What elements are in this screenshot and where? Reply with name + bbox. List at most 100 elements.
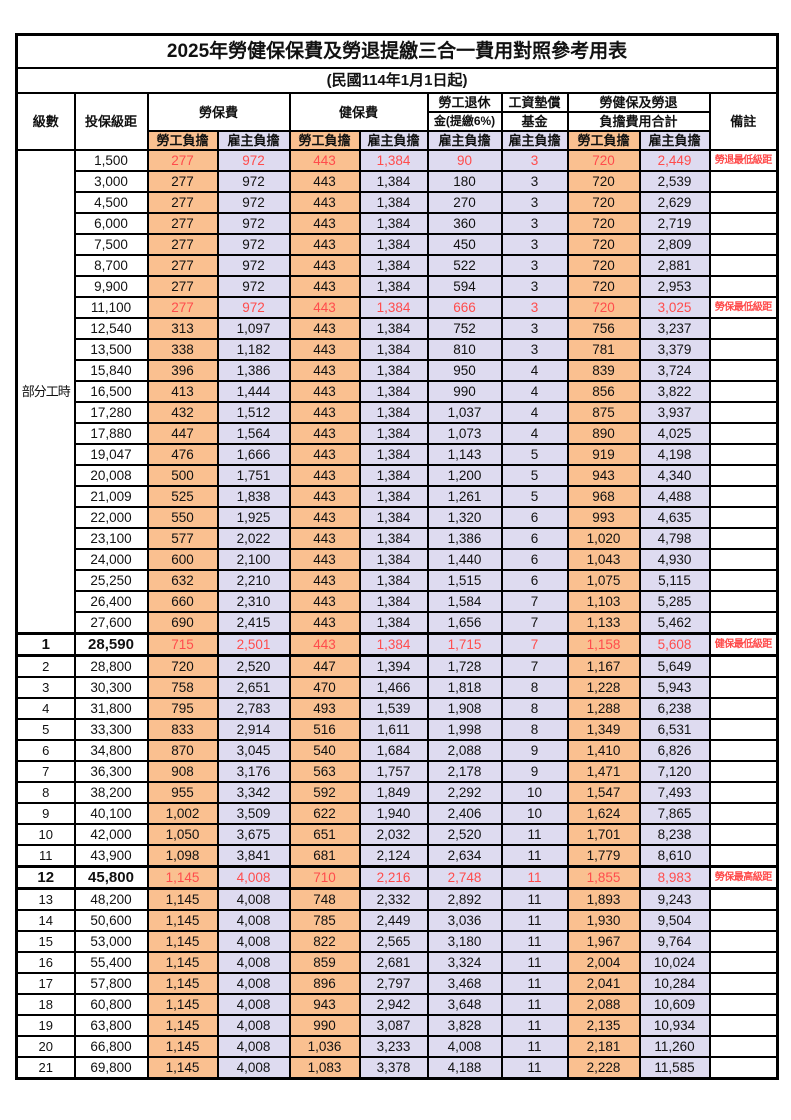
- cell-value: 443: [288, 317, 361, 340]
- cell-remark: [708, 548, 779, 571]
- cell-value: 10,934: [638, 1014, 711, 1037]
- cell-value: 5,462: [638, 611, 711, 635]
- cell-value: 870: [146, 739, 219, 762]
- cell-value: 908: [146, 760, 219, 783]
- cell-value: 2,634: [426, 844, 503, 868]
- subheader-total-employer: 雇主負擔: [638, 130, 711, 151]
- cell-value: 822: [288, 930, 361, 953]
- cell-value: 1,200: [426, 464, 503, 487]
- cell-value: 2,022: [216, 527, 291, 550]
- cell-level: 6: [15, 739, 76, 762]
- cell-value: 8,610: [638, 844, 711, 868]
- cell-value: 1,097: [216, 317, 291, 340]
- cell-value: 4,340: [638, 464, 711, 487]
- cell-value: 1,384: [358, 149, 429, 172]
- cell-value: 4,008: [426, 1035, 503, 1058]
- cell-value: 10,024: [638, 951, 711, 974]
- cell-value: 7: [500, 654, 569, 678]
- cell-value: 4: [500, 401, 569, 424]
- subheader-labor-employee: 勞工負擔: [146, 130, 219, 151]
- table-header: 2025年勞健保保費及勞退提繳三合一費用對照參考用表 (民國114年1月1日起)…: [15, 33, 779, 151]
- cell-level: 2: [15, 654, 76, 678]
- cell-value: 540: [288, 739, 361, 762]
- cell-value: 6: [500, 569, 569, 592]
- subheader-labor-employer: 雇主負擔: [216, 130, 291, 151]
- cell-remark: [708, 1035, 779, 1058]
- cell-value: 8,238: [638, 823, 711, 846]
- cell-bracket: 19,047: [73, 443, 149, 466]
- cell-value: 277: [146, 149, 219, 172]
- cell-value: 3: [500, 296, 569, 319]
- cell-value: 955: [146, 781, 219, 804]
- cell-bracket: 17,880: [73, 422, 149, 445]
- cell-value: 666: [426, 296, 503, 319]
- cell-value: 2,332: [358, 887, 429, 911]
- cell-value: 1,145: [146, 887, 219, 911]
- cell-value: 476: [146, 443, 219, 466]
- cell-value: 277: [146, 212, 219, 235]
- col-header-health-insurance: 健保費: [288, 92, 429, 132]
- cell-value: 1,384: [358, 464, 429, 487]
- cell-level: 4: [15, 697, 76, 720]
- cell-value: 11: [500, 1035, 569, 1058]
- cell-bracket: 33,300: [73, 718, 149, 741]
- cell-remark: [708, 760, 779, 783]
- cell-value: 443: [288, 443, 361, 466]
- cell-value: 1,908: [426, 697, 503, 720]
- table-row: 19,047 476 1,666 443 1,384 1,143 5 919 4,198: [17, 443, 779, 466]
- cell-value: 10,609: [638, 993, 711, 1016]
- table-row: 10 42,000 1,050 3,675 651 2,032 2,520 11 1,701 8,…: [15, 823, 779, 846]
- cell-value: 896: [288, 972, 361, 995]
- cell-remark: [708, 485, 779, 508]
- cell-level: 14: [15, 909, 76, 932]
- cell-value: 2,651: [216, 676, 291, 699]
- cell-value: 2,124: [358, 844, 429, 868]
- cell-bracket: 26,400: [73, 590, 149, 613]
- table-row: 23,100 577 2,022 443 1,384 1,386 6 1,020 4,798: [17, 527, 779, 550]
- cell-bracket: 6,000: [73, 212, 149, 235]
- cell-value: 1,050: [146, 823, 219, 846]
- cell-remark: [708, 1014, 779, 1037]
- cell-value: 11: [500, 1014, 569, 1037]
- cell-value: 3,828: [426, 1014, 503, 1037]
- cell-value: 4: [500, 359, 569, 382]
- subheader-wage-fund-employer: 雇主負擔: [500, 130, 569, 151]
- cell-level: 1: [15, 632, 76, 657]
- cell-value: 1,145: [146, 972, 219, 995]
- cell-remark: [708, 972, 779, 995]
- cell-remark: [708, 802, 779, 825]
- cell-value: 5: [500, 443, 569, 466]
- cell-value: 450: [426, 233, 503, 256]
- cell-value: 6: [500, 527, 569, 550]
- cell-value: 990: [288, 1014, 361, 1037]
- subheader-health-employee: 勞工負擔: [288, 130, 361, 151]
- cell-remark: 勞退最低級距: [708, 149, 779, 172]
- table-row: 9 40,100 1,002 3,509 622 1,940 2,406 10 1,624 7,8…: [15, 802, 779, 825]
- cell-value: 8: [500, 718, 569, 741]
- cell-value: 1,384: [358, 527, 429, 550]
- cell-value: 1,384: [358, 338, 429, 361]
- cell-value: 785: [288, 909, 361, 932]
- cell-value: 1,728: [426, 654, 503, 678]
- cell-value: 1,384: [358, 380, 429, 403]
- cell-value: 443: [288, 170, 361, 193]
- table-body: 部分工時 1,500 277 972 443 1,384 90 3 720 2,449 勞退最低級距…: [15, 149, 779, 1080]
- cell-value: 1,564: [216, 422, 291, 445]
- cell-value: 2,088: [566, 993, 641, 1016]
- cell-value: 1,320: [426, 506, 503, 529]
- cell-value: 2,681: [358, 951, 429, 974]
- cell-value: 839: [566, 359, 641, 382]
- cell-level: 5: [15, 718, 76, 741]
- cell-value: 11: [500, 951, 569, 974]
- cell-value: 11: [500, 909, 569, 932]
- cell-bracket: 34,800: [73, 739, 149, 762]
- cell-value: 3,025: [638, 296, 711, 319]
- subheader-health-employer: 雇主負擔: [358, 130, 429, 151]
- cell-level: 21: [15, 1056, 76, 1080]
- cell-value: 1,384: [358, 191, 429, 214]
- cell-value: 443: [288, 506, 361, 529]
- cell-level: 8: [15, 781, 76, 804]
- col-header-pension-line1: 勞工退休: [426, 92, 503, 113]
- cell-bracket: 16,500: [73, 380, 149, 403]
- cell-bracket: 66,800: [73, 1035, 149, 1058]
